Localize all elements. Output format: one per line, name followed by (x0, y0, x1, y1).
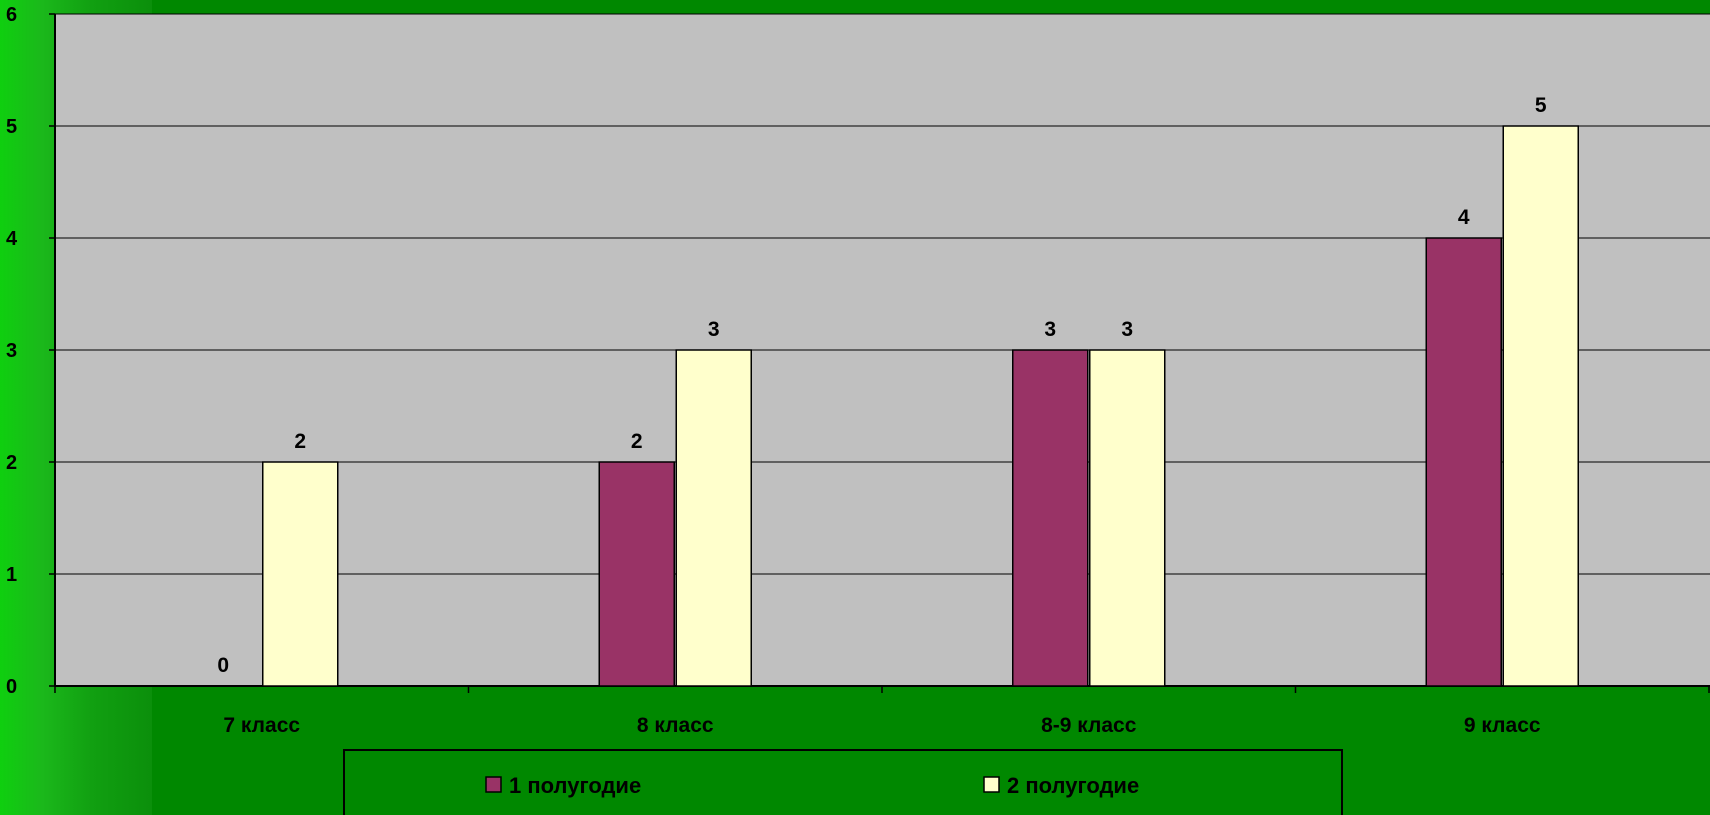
bar-1-3 (1012, 349, 1089, 687)
data-label: 5 (1535, 94, 1547, 117)
category-label: 7 класс (223, 714, 300, 737)
legend-swatch (485, 776, 502, 793)
bar-2-3 (1089, 349, 1166, 687)
data-label: 0 (217, 654, 229, 677)
x-tick-marks (54, 686, 1710, 693)
legend-swatch (983, 776, 1000, 793)
legend: 1 полугодие 2 полугодие (343, 749, 1343, 815)
y-tick-label: 5 (6, 116, 17, 138)
bars (262, 125, 1579, 687)
legend-box (343, 749, 1343, 815)
legend-label: 2 полугодие (1007, 773, 1139, 798)
data-label: 3 (708, 318, 720, 341)
y-tick-label: 3 (6, 340, 17, 362)
y-tick-label: 2 (6, 452, 17, 474)
data-label: 4 (1458, 206, 1470, 229)
data-labels: 0 2 2 3 3 3 4 5 (217, 94, 1547, 677)
bar-2-2 (675, 349, 752, 687)
legend-items: 1 полугодие 2 полугодие (485, 773, 1139, 798)
y-tick-labels: 0 1 2 3 4 5 6 (6, 4, 55, 698)
legend-label: 1 полугодие (509, 773, 641, 798)
bar-1-4 (1425, 237, 1502, 687)
data-label: 2 (294, 430, 306, 453)
data-label: 2 (631, 430, 643, 453)
y-tick-label: 1 (6, 564, 17, 586)
category-labels: 7 класс 8 класс 8-9 класс 9 класс (223, 714, 1540, 737)
y-tick-label: 4 (6, 228, 18, 250)
bar-2-1 (262, 461, 339, 687)
data-label: 3 (1044, 318, 1056, 341)
category-label: 8 класс (637, 714, 714, 737)
y-tick-label: 0 (6, 676, 17, 698)
bar-2-4 (1502, 125, 1579, 687)
y-tick-label: 6 (6, 4, 17, 26)
bar-1-2 (598, 461, 675, 687)
category-label: 8-9 класс (1041, 714, 1137, 737)
data-label: 3 (1121, 318, 1133, 341)
category-label: 9 класс (1464, 714, 1541, 737)
